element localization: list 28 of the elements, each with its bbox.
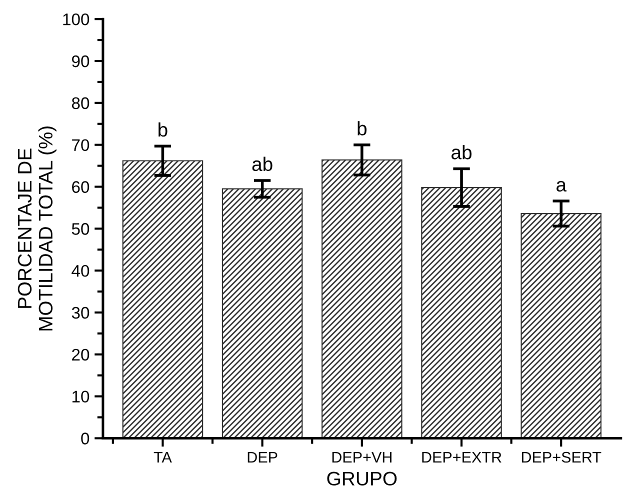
y-tick-label: 60 xyxy=(72,181,90,193)
x-tick-label: DEP xyxy=(248,452,278,463)
bar xyxy=(222,188,303,438)
annotation: ab xyxy=(452,145,472,160)
y-tick-label: 40 xyxy=(72,264,90,277)
annotation: b xyxy=(358,121,367,136)
y-axis-title: PORCENTAJE DE MOTILIDAD TOTAL (%) xyxy=(18,126,56,330)
annotation: ab xyxy=(252,156,272,172)
annotation: b xyxy=(158,122,168,137)
x-axis-title: GRUPO xyxy=(327,472,397,486)
y-tick-label: 70 xyxy=(72,139,90,152)
x-tick-label: TA xyxy=(154,452,172,463)
y-tick-label: 30 xyxy=(72,306,90,319)
annotation: a xyxy=(556,180,567,192)
x-tick-label: DEP+VH xyxy=(332,452,392,463)
x-tick-label: DEP+EXTR xyxy=(422,452,502,463)
bar xyxy=(122,160,204,438)
y-tick-label: 90 xyxy=(72,55,90,68)
bar xyxy=(520,213,602,438)
y-tick-label: 50 xyxy=(72,223,90,235)
y-tick-label: 10 xyxy=(72,390,90,403)
y-tick-label: 0 xyxy=(81,432,90,444)
y-tick-label: 80 xyxy=(72,97,90,110)
y-tick-label: 20 xyxy=(72,348,90,361)
y-tick-label: 100 xyxy=(63,13,90,26)
bar xyxy=(322,159,402,438)
x-tick-label: DEP+SERT xyxy=(522,452,602,463)
bar xyxy=(421,187,502,438)
